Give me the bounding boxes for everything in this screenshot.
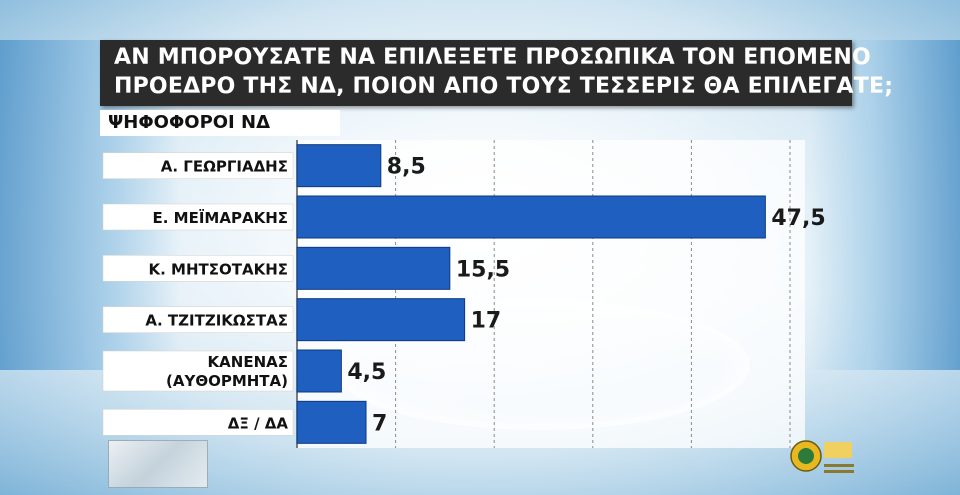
value-label: 4,5 [347,360,386,385]
bar [296,246,451,290]
bar [296,195,766,239]
category-label-box [102,350,294,392]
bar [296,144,382,188]
chart-title-line-2: ΠΡΟΕΔΡΟ ΤΗΣ ΝΔ, ΠΟΙΟΝ ΑΠΟ ΤΟΥΣ ΤΕΣΣΕΡΙΣ … [114,74,894,99]
category-label-box [102,203,294,231]
category-label-box [102,409,294,436]
category-label-box [102,255,294,282]
bar [296,400,367,444]
category-label-box [102,152,294,179]
category-label: Α. ΓΕΩΡΓΙΑΔΗΣ [161,158,288,176]
category-label: Ε. ΜΕΪΜΑΡΑΚΗΣ [153,208,288,227]
plot-area [297,140,805,448]
category-label-box [102,306,294,333]
university-logo [790,440,854,473]
value-label: 15,5 [456,257,510,282]
category-label: (ΑΥΘΟΡΜΗΤΑ) [166,372,288,390]
bar [296,349,342,393]
value-label: 7 [372,411,387,436]
value-label: 47,5 [771,206,825,231]
channel-logo [108,440,208,488]
chart-subtitle: ΨΗΦΟΦΟΡΟΙ ΝΔ [108,112,271,133]
category-label: ΔΞ / ΔΑ [228,414,289,432]
bar [296,298,466,342]
chart-title-line-1: ΑΝ ΜΠΟΡΟΥΣΑΤΕ ΝΑ ΕΠΙΛΕΞΕΤΕ ΠΡΟΣΩΠΙΚΑ ΤΟΝ… [114,45,871,70]
category-label: Α. ΤΖΙΤΖΙΚΩΣΤΑΣ [145,312,288,330]
category-label: Κ. ΜΗΤΣΟΤΑΚΗΣ [148,260,288,278]
value-label: 17 [471,309,502,334]
value-label: 8,5 [387,155,426,180]
chart-title-box: ΑΝ ΜΠΟΡΟΥΣΑΤΕ ΝΑ ΕΠΙΛΕΞΕΤΕ ΠΡΟΣΩΠΙΚΑ ΤΟΝ… [100,40,894,106]
chart-subtitle-box: ΨΗΦΟΦΟΡΟΙ ΝΔ [100,110,340,136]
category-label: ΚΑΝΕΝΑΣ [208,353,288,371]
